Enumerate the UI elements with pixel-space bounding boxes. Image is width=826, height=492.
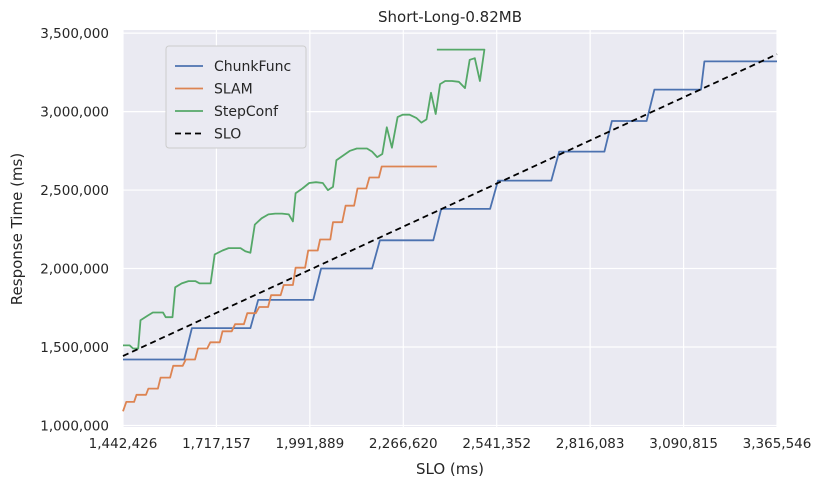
legend-label-stepconf: StepConf (214, 104, 279, 120)
x-tick-label: 1,991,889 (275, 436, 344, 452)
y-tick-label: 3,000,000 (40, 105, 109, 121)
x-tick-label: 1,442,426 (89, 436, 158, 452)
x-axis-label: SLO (ms) (416, 460, 484, 478)
x-tick-label: 1,717,157 (182, 436, 251, 452)
series-line-slam (122, 165, 437, 412)
y-tick-label: 1,500,000 (40, 340, 109, 356)
series-line-slo (122, 53, 778, 357)
legend-box (165, 45, 307, 149)
y-tick-label: 3,500,000 (40, 26, 109, 42)
legend-label-slam: SLAM (214, 82, 253, 98)
x-tick-label: 2,816,083 (556, 436, 625, 452)
y-tick-label: 1,000,000 (40, 418, 109, 434)
legend-label-slo: SLO (214, 127, 241, 143)
chart-title: Short-Long-0.82MB (378, 8, 522, 26)
x-tick-label: 3,090,815 (649, 436, 718, 452)
y-tick-label: 2,000,000 (40, 262, 109, 278)
series-line-stepconf (123, 48, 486, 350)
x-tick-label: 3,365,546 (743, 436, 812, 452)
tick-layer: 1,442,426 1,717,157 1,991,889 2,266,620 2,54… (40, 26, 811, 452)
grid-layer (122, 30, 778, 427)
legend-label-chunkfunc: ChunkFunc (214, 59, 291, 75)
x-tick-label: 2,266,620 (369, 436, 438, 452)
y-tick-label: 2,500,000 (40, 183, 109, 199)
legend: ChunkFunc SLAM StepConf SLO (165, 45, 307, 149)
series-layer (122, 48, 778, 412)
y-axis-label: Response Time (ms) (8, 153, 26, 305)
x-tick-label: 2,541,352 (462, 436, 531, 452)
